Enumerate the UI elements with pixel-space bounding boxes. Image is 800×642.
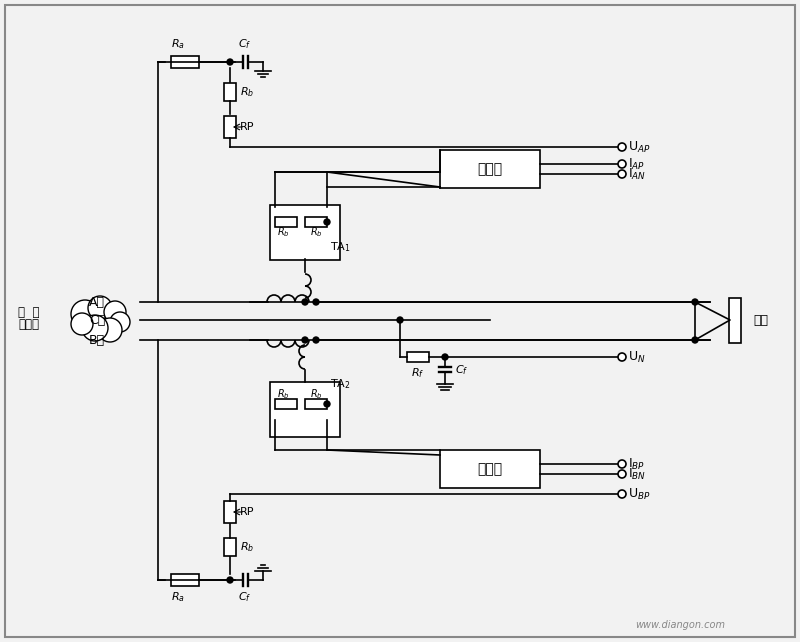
Text: I$_{BN}$: I$_{BN}$ [628, 467, 646, 482]
FancyBboxPatch shape [275, 399, 297, 409]
FancyBboxPatch shape [224, 83, 236, 101]
FancyBboxPatch shape [224, 538, 236, 556]
Text: $R_b$: $R_b$ [277, 387, 290, 401]
Bar [440, 150, 540, 188]
Text: I$_{AN}$: I$_{AN}$ [628, 166, 646, 182]
Text: U$_{AP}$: U$_{AP}$ [628, 139, 650, 155]
Text: 交流电: 交流电 [18, 318, 39, 331]
Circle shape [82, 315, 108, 341]
Text: TA$_2$: TA$_2$ [330, 377, 350, 391]
Text: 负载: 负载 [753, 313, 768, 327]
Text: $R_b$: $R_b$ [277, 225, 290, 239]
FancyBboxPatch shape [224, 116, 236, 138]
Text: $R_f$: $R_f$ [411, 366, 425, 380]
Circle shape [98, 318, 122, 342]
Circle shape [88, 296, 112, 320]
Text: $R_b$: $R_b$ [240, 85, 254, 99]
Bar [270, 381, 340, 437]
Circle shape [324, 401, 330, 407]
Text: U$_N$: U$_N$ [628, 349, 646, 365]
Circle shape [618, 460, 626, 468]
Circle shape [227, 577, 233, 583]
Circle shape [692, 299, 698, 305]
Bar [440, 450, 540, 488]
Circle shape [692, 337, 698, 343]
Circle shape [618, 490, 626, 498]
Text: RP: RP [240, 122, 254, 132]
FancyBboxPatch shape [305, 217, 327, 227]
Circle shape [324, 219, 330, 225]
Circle shape [110, 312, 130, 332]
Circle shape [618, 160, 626, 168]
Text: $R_b$: $R_b$ [310, 225, 322, 239]
Bar [270, 205, 340, 259]
Text: 三  相: 三 相 [18, 306, 39, 318]
Circle shape [104, 301, 126, 323]
Circle shape [302, 337, 308, 343]
FancyBboxPatch shape [305, 399, 327, 409]
Text: 滤波器: 滤波器 [478, 162, 502, 176]
Text: www.diangon.com: www.diangon.com [635, 620, 725, 630]
FancyBboxPatch shape [171, 56, 199, 68]
Text: TA$_1$: TA$_1$ [330, 240, 350, 254]
Text: $C_f$: $C_f$ [455, 363, 469, 377]
Circle shape [442, 354, 448, 360]
Circle shape [618, 353, 626, 361]
Circle shape [71, 300, 99, 328]
Text: $R_b$: $R_b$ [240, 540, 254, 554]
Text: A相: A相 [89, 295, 105, 309]
Text: $R_a$: $R_a$ [171, 590, 185, 603]
Circle shape [313, 299, 319, 305]
Text: $C_f$: $C_f$ [238, 590, 252, 603]
Text: $R_b$: $R_b$ [310, 387, 322, 401]
Circle shape [227, 59, 233, 65]
Circle shape [618, 143, 626, 151]
Text: C相: C相 [89, 313, 105, 327]
Circle shape [302, 299, 308, 305]
Circle shape [397, 317, 403, 323]
Circle shape [313, 337, 319, 343]
Text: B相: B相 [89, 333, 105, 347]
Text: 滤波器: 滤波器 [478, 462, 502, 476]
FancyBboxPatch shape [224, 501, 236, 523]
Circle shape [618, 170, 626, 178]
FancyBboxPatch shape [275, 217, 297, 227]
Text: RP: RP [240, 507, 254, 517]
FancyBboxPatch shape [171, 574, 199, 586]
Text: U$_{BP}$: U$_{BP}$ [628, 487, 650, 501]
Text: $R_a$: $R_a$ [171, 37, 185, 51]
Text: I$_{AP}$: I$_{AP}$ [628, 157, 645, 171]
Text: $C_f$: $C_f$ [238, 37, 252, 51]
FancyBboxPatch shape [729, 297, 741, 342]
FancyBboxPatch shape [407, 352, 429, 362]
Text: I$_{BP}$: I$_{BP}$ [628, 456, 645, 472]
Circle shape [618, 470, 626, 478]
Circle shape [71, 313, 93, 335]
